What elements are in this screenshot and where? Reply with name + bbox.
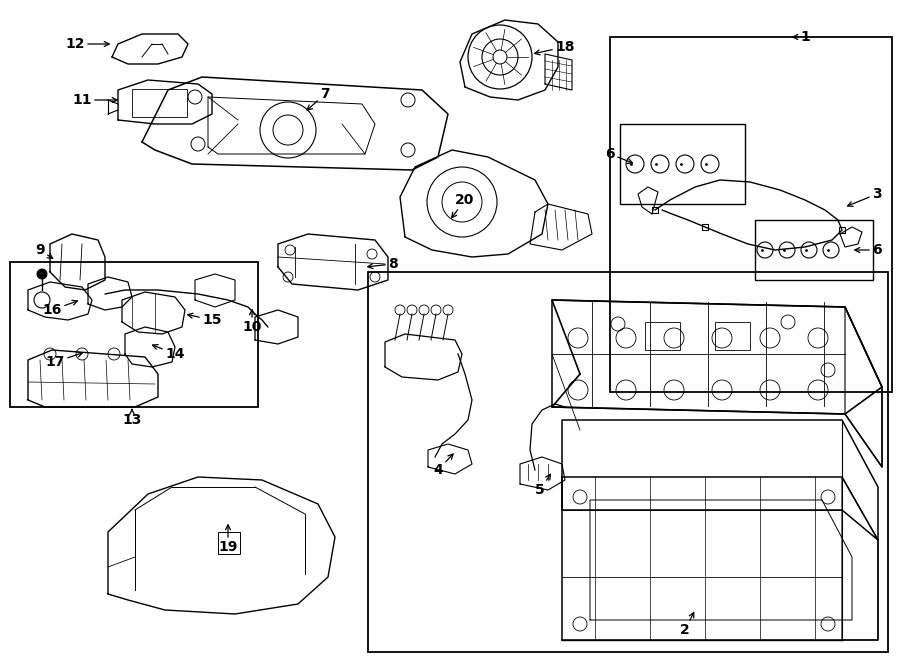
Text: 14: 14 — [153, 345, 184, 361]
Bar — [645, 322, 680, 350]
Text: 11: 11 — [73, 93, 117, 107]
Text: 1: 1 — [793, 30, 810, 44]
Text: 13: 13 — [122, 410, 141, 427]
Text: 9: 9 — [35, 243, 53, 258]
Bar — [715, 322, 750, 350]
Bar — [218, 532, 240, 554]
Text: 6: 6 — [606, 147, 633, 164]
Text: 19: 19 — [219, 525, 238, 554]
Text: 12: 12 — [66, 37, 109, 51]
Text: 20: 20 — [452, 193, 474, 218]
Circle shape — [37, 269, 47, 279]
Text: 2: 2 — [680, 612, 694, 637]
Bar — [610, 37, 892, 392]
Text: 10: 10 — [242, 310, 262, 334]
Text: 7: 7 — [307, 87, 329, 110]
Text: 8: 8 — [368, 257, 398, 271]
Bar — [132, 89, 187, 117]
Bar — [620, 124, 745, 204]
Text: 15: 15 — [188, 313, 221, 327]
Bar — [755, 220, 873, 280]
Text: 17: 17 — [46, 352, 83, 369]
Text: 3: 3 — [848, 187, 882, 207]
Bar — [10, 262, 258, 407]
Text: 5: 5 — [536, 474, 551, 497]
Text: 18: 18 — [535, 40, 574, 55]
Text: 6: 6 — [855, 243, 882, 257]
Text: 4: 4 — [433, 454, 453, 477]
Text: 16: 16 — [42, 301, 77, 317]
Bar — [368, 272, 888, 652]
